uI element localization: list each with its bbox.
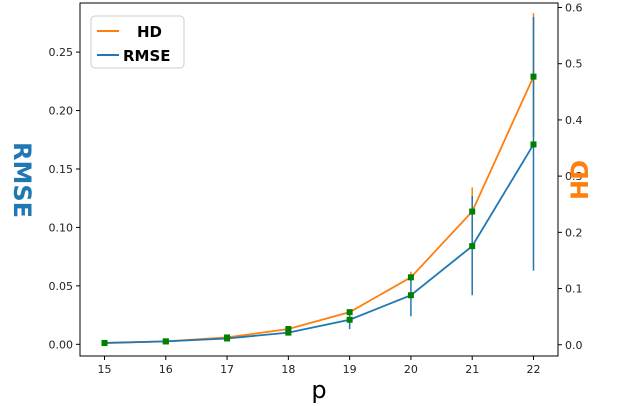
left-tick-label: 0.15 bbox=[49, 163, 74, 176]
hd-data-point bbox=[407, 274, 414, 281]
hd-series-line bbox=[104, 76, 535, 344]
hd-data-point bbox=[346, 309, 353, 316]
x-tick-label: 17 bbox=[220, 363, 234, 376]
right-tick-label: 0.1 bbox=[565, 283, 583, 296]
rmse-series-line bbox=[104, 143, 535, 344]
legend: HD RMSE bbox=[90, 15, 185, 69]
x-tick-label: 19 bbox=[343, 363, 357, 376]
right-tick-label: 0.0 bbox=[565, 339, 583, 352]
rmse-data-point bbox=[285, 329, 292, 336]
left-tick-label: 0.05 bbox=[49, 280, 74, 293]
x-tick-label: 21 bbox=[465, 363, 479, 376]
plot-frame bbox=[79, 2, 559, 357]
left-tick-label: 0.00 bbox=[49, 338, 74, 351]
left-tick-label: 0.10 bbox=[49, 221, 74, 234]
right-axis-ticks: 0.0 0.1 0.2 0.3 0.4 0.5 0.6 bbox=[558, 1, 583, 352]
rmse-data-point bbox=[407, 292, 414, 299]
hd-data-point bbox=[469, 208, 476, 215]
rmse-data-point bbox=[530, 141, 537, 148]
series-layer bbox=[101, 13, 537, 347]
left-axis-label: RMSE bbox=[8, 142, 36, 218]
rmse-data-point bbox=[224, 335, 231, 342]
x-tick-label: 22 bbox=[526, 363, 540, 376]
x-tick-label: 16 bbox=[159, 363, 173, 376]
x-tick-label: 18 bbox=[281, 363, 295, 376]
right-tick-label: 0.2 bbox=[565, 226, 583, 239]
right-tick-label: 0.4 bbox=[565, 114, 583, 127]
legend-rmse-label: RMSE bbox=[123, 47, 171, 65]
x-axis-ticks: 15 16 17 18 19 20 21 22 bbox=[98, 356, 540, 376]
hd-data-point bbox=[530, 73, 537, 80]
right-tick-label: 0.6 bbox=[565, 1, 583, 14]
rmse-data-point bbox=[162, 338, 169, 345]
right-tick-label: 0.3 bbox=[565, 170, 583, 183]
right-tick-label: 0.5 bbox=[565, 58, 583, 71]
left-tick-label: 0.25 bbox=[49, 46, 74, 59]
x-axis-label: p bbox=[311, 376, 326, 404]
legend-hd-label: HD bbox=[137, 23, 162, 41]
right-axis-label: HD bbox=[566, 160, 594, 200]
hd-data-point bbox=[285, 326, 292, 333]
x-tick-label: 15 bbox=[98, 363, 112, 376]
rmse-data-point bbox=[469, 243, 476, 250]
left-tick-label: 0.20 bbox=[49, 105, 74, 118]
x-tick-label: 20 bbox=[404, 363, 418, 376]
rmse-data-point bbox=[346, 316, 353, 323]
rmse-data-point bbox=[101, 339, 108, 346]
left-axis-ticks: 0.00 0.05 0.10 0.15 0.20 0.25 bbox=[49, 46, 80, 351]
